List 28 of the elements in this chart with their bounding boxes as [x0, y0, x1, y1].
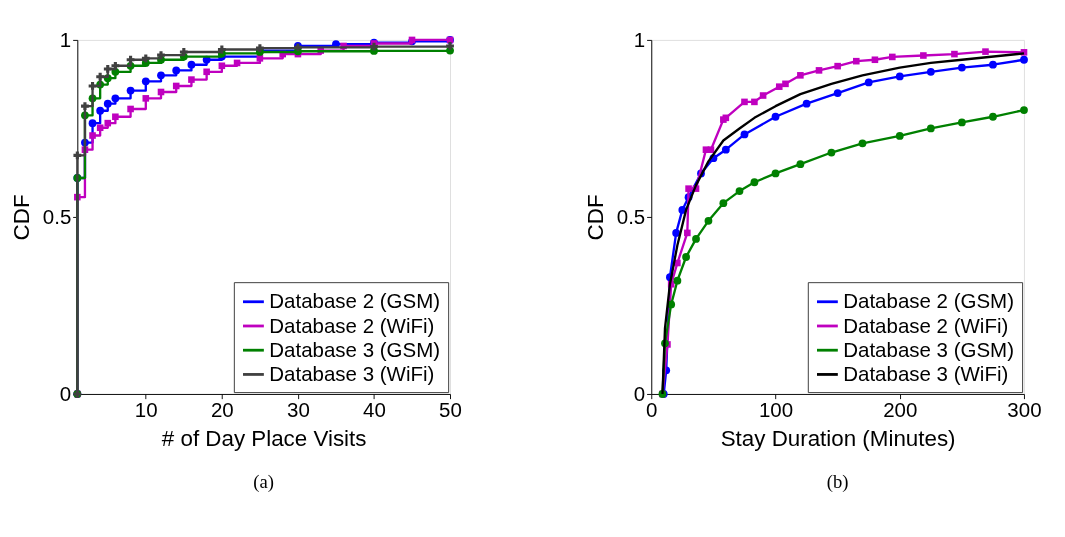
y-tick-label: 0.5 [42, 204, 72, 228]
y-tick-label: 1 [59, 27, 72, 51]
y-tick-label: 0.5 [616, 204, 646, 228]
x-tick-label: 50 [439, 397, 462, 421]
y-tick-label: 0 [59, 381, 72, 405]
legend-label: Database 3 (WiFi) [269, 361, 435, 385]
x-tick-label: 300 [1007, 397, 1042, 421]
y-axis-title: CDF [8, 194, 34, 241]
legend-label: Database 2 (WiFi) [843, 313, 1009, 337]
legend-label: Database 2 (WiFi) [269, 313, 435, 337]
y-tick-label: 0 [633, 381, 646, 405]
text: (a) [253, 471, 275, 494]
legend-label: Database 3 (WiFi) [843, 361, 1009, 385]
x-tick-label: 20 [210, 397, 234, 421]
legend-label: Database 2 (GSM) [269, 289, 441, 313]
x-tick-label: 40 [363, 397, 386, 421]
y-axis-title: CDF [582, 194, 608, 241]
y-tick-label: 1 [633, 27, 646, 51]
x-tick-label: 10 [134, 397, 158, 421]
legend-label: Database 3 (GSM) [843, 337, 1015, 361]
x-tick-label: 200 [883, 397, 918, 421]
legend-label: Database 2 (GSM) [843, 289, 1015, 313]
x-axis-title: # of Day Place Visits [161, 425, 367, 451]
x-tick-label: 30 [286, 397, 310, 421]
text: (b) [826, 471, 849, 494]
x-axis-title: Stay Duration (Minutes) [720, 425, 956, 451]
legend-label: Database 3 (GSM) [269, 337, 441, 361]
x-tick-label: 100 [758, 397, 794, 421]
